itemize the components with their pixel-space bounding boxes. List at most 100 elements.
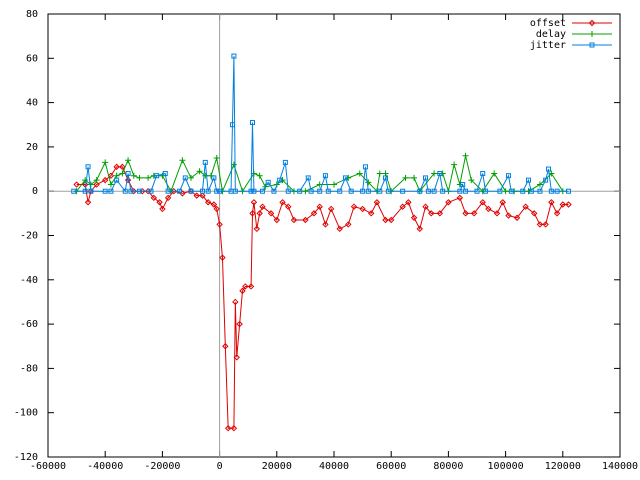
data-point bbox=[497, 188, 503, 194]
data-point bbox=[279, 177, 286, 184]
data-point bbox=[73, 181, 80, 188]
legend-marker bbox=[588, 19, 596, 27]
x-tick-label: 120000 bbox=[545, 461, 581, 472]
data-point bbox=[210, 201, 218, 208]
data-point bbox=[102, 188, 108, 194]
data-point bbox=[385, 188, 391, 194]
data-point bbox=[119, 170, 126, 177]
data-point bbox=[230, 424, 238, 432]
data-point bbox=[204, 199, 212, 206]
data-point bbox=[279, 199, 286, 206]
x-tick-label: 60000 bbox=[376, 461, 406, 472]
x-tick-label: 140000 bbox=[602, 461, 638, 472]
data-point bbox=[525, 177, 531, 183]
data-point bbox=[522, 203, 529, 210]
data-point bbox=[337, 188, 343, 194]
data-point bbox=[165, 188, 171, 194]
x-tick-label: 40000 bbox=[319, 461, 349, 472]
data-point bbox=[256, 210, 263, 217]
y-tick-label: -100 bbox=[14, 408, 38, 419]
data-point bbox=[170, 187, 178, 195]
y-tick-label: -80 bbox=[20, 363, 38, 374]
data-point bbox=[71, 188, 77, 194]
data-point bbox=[222, 343, 229, 350]
data-point bbox=[154, 173, 160, 179]
data-point bbox=[422, 203, 429, 210]
y-tick-label: 60 bbox=[26, 53, 38, 64]
data-point bbox=[342, 175, 348, 181]
data-point bbox=[199, 192, 206, 199]
data-point bbox=[113, 163, 120, 171]
data-point bbox=[445, 199, 452, 206]
data-point bbox=[219, 254, 226, 261]
data-point bbox=[360, 188, 366, 194]
data-point bbox=[410, 214, 418, 221]
y-tick-label: -20 bbox=[20, 231, 38, 242]
data-point bbox=[87, 181, 94, 188]
data-point bbox=[425, 188, 431, 194]
data-point bbox=[137, 188, 143, 194]
data-point bbox=[213, 205, 220, 213]
data-point bbox=[542, 221, 549, 228]
data-point bbox=[164, 194, 172, 202]
data-point bbox=[85, 164, 91, 170]
data-point bbox=[150, 194, 158, 202]
data-point bbox=[150, 172, 157, 179]
data-point bbox=[224, 424, 232, 432]
data-point bbox=[122, 188, 128, 194]
data-point bbox=[285, 188, 291, 194]
data-point bbox=[405, 199, 412, 206]
data-point bbox=[202, 172, 209, 179]
data-point bbox=[193, 192, 200, 199]
data-point bbox=[400, 188, 406, 194]
data-point bbox=[265, 179, 271, 185]
data-point bbox=[145, 174, 152, 181]
data-point bbox=[282, 159, 288, 165]
data-point bbox=[188, 188, 194, 194]
data-point bbox=[260, 188, 265, 194]
x-tick-label: -60000 bbox=[30, 461, 66, 472]
y-tick-label: -40 bbox=[20, 275, 38, 286]
data-point bbox=[305, 175, 311, 181]
data-point bbox=[124, 176, 132, 184]
data-point bbox=[525, 188, 532, 195]
legend-marker bbox=[589, 42, 595, 48]
data-point bbox=[253, 225, 260, 233]
data-point bbox=[479, 188, 486, 195]
data-point bbox=[462, 152, 469, 159]
data-point bbox=[345, 221, 352, 228]
data-point bbox=[256, 172, 263, 179]
data-point bbox=[356, 170, 363, 177]
data-point bbox=[217, 188, 223, 194]
data-point bbox=[251, 188, 257, 194]
data-point bbox=[139, 187, 146, 195]
data-point bbox=[553, 210, 561, 217]
data-point bbox=[499, 199, 506, 206]
data-point bbox=[479, 199, 486, 206]
data-point bbox=[536, 181, 543, 188]
data-point bbox=[196, 168, 203, 175]
data-point bbox=[468, 177, 475, 184]
data-point bbox=[144, 187, 152, 195]
data-point bbox=[84, 199, 92, 206]
data-point bbox=[322, 221, 329, 228]
data-point bbox=[513, 214, 521, 221]
data-point bbox=[350, 203, 358, 210]
data-point bbox=[417, 188, 423, 194]
data-point bbox=[316, 203, 323, 210]
data-point bbox=[302, 216, 309, 224]
data-point bbox=[239, 287, 246, 295]
data-point bbox=[93, 181, 100, 188]
data-point bbox=[543, 177, 549, 183]
data-point bbox=[530, 210, 538, 217]
legend-marker bbox=[589, 31, 595, 37]
data-point bbox=[188, 174, 194, 181]
data-point bbox=[528, 188, 534, 194]
x-tick-label: -40000 bbox=[87, 461, 123, 472]
data-point bbox=[431, 170, 438, 177]
data-point bbox=[82, 177, 89, 184]
data-point bbox=[460, 182, 466, 188]
data-point bbox=[179, 190, 186, 197]
data-point bbox=[462, 210, 469, 217]
data-point bbox=[399, 203, 406, 210]
